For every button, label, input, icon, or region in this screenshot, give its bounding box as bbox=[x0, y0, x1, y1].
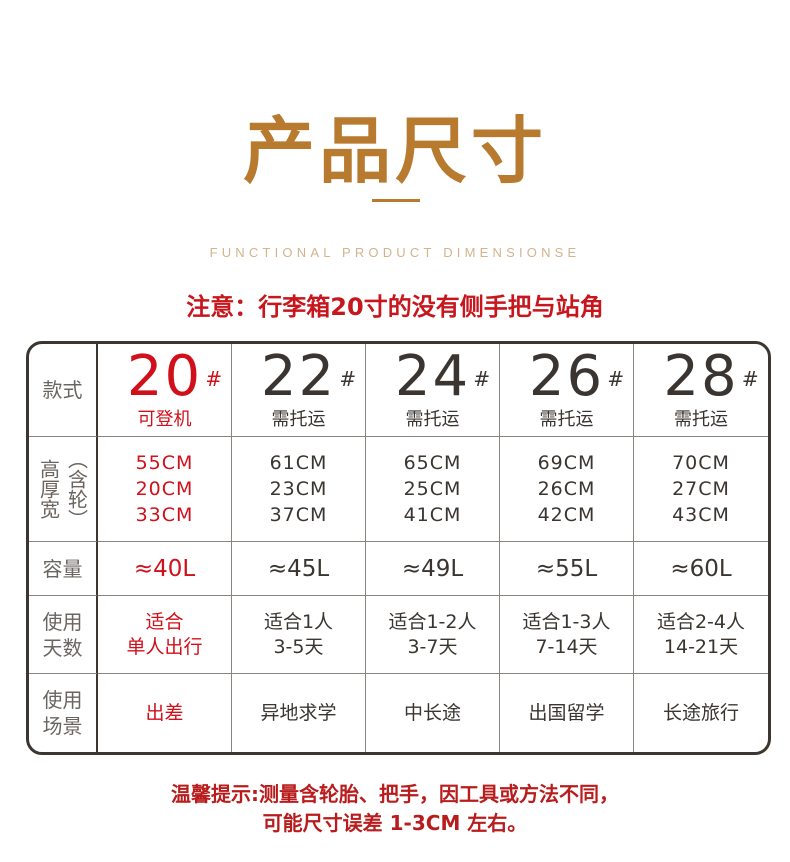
row-label: 款式 bbox=[42, 378, 83, 402]
boarding-type: 需托运 bbox=[674, 409, 728, 430]
size-mark: # bbox=[741, 367, 761, 391]
size-number: 20 bbox=[126, 344, 203, 409]
row-label: 使用 bbox=[42, 609, 83, 634]
dimension-value: 43CM bbox=[672, 504, 730, 526]
row-label-style: 款式 bbox=[29, 344, 98, 437]
days-value: 适合2-4人 bbox=[656, 610, 746, 633]
row-label: 使用 bbox=[42, 688, 83, 712]
row-label: 场景 bbox=[42, 714, 83, 738]
dimension-value: 69CM bbox=[537, 452, 596, 474]
dimension-value: 27CM bbox=[672, 478, 730, 500]
boarding-type: 需托运 bbox=[539, 409, 594, 430]
footer-line: 温馨提示:测量含轮胎、把手，因工具或方法不同， bbox=[171, 782, 619, 806]
cell-days-20: 适合 单人出行 bbox=[98, 596, 232, 674]
cell-dims-20: 55CM 20CM 33CM bbox=[98, 437, 232, 542]
days-value: 7-14天 bbox=[535, 635, 598, 658]
capacity-value: ≈40L bbox=[133, 555, 196, 582]
days-value: 适合1人 bbox=[263, 610, 334, 633]
row-label-note: （含轮） bbox=[64, 449, 89, 529]
footer-note: 温馨提示:测量含轮胎、把手，因工具或方法不同， 可能尺寸误差 1-3CM 左右。 bbox=[0, 780, 790, 838]
days-value: 单人出行 bbox=[126, 635, 203, 658]
cell-dims-28: 70CM 27CM 43CM bbox=[634, 437, 768, 542]
size-number: 28 bbox=[663, 344, 739, 409]
cell-days-24: 适合1-2人 3-7天 bbox=[366, 596, 500, 674]
cell-capacity-28: ≈60L bbox=[634, 542, 768, 596]
size-mark: # bbox=[607, 367, 627, 391]
scene-value: 长途旅行 bbox=[662, 701, 739, 724]
cell-days-28: 适合2-4人 14-21天 bbox=[634, 596, 768, 674]
cell-scene-22: 异地求学 bbox=[232, 674, 366, 752]
cell-scene-26: 出国留学 bbox=[500, 674, 634, 752]
capacity-value: ≈60L bbox=[670, 555, 732, 582]
footer-line: 可能尺寸误差 1-3CM 左右。 bbox=[262, 811, 528, 835]
capacity-value: ≈45L bbox=[267, 555, 330, 582]
size-number: 24 bbox=[394, 344, 471, 409]
cell-scene-20: 出差 bbox=[98, 674, 232, 752]
size-table: 款式 20 # 可登机 22 # 需托运 24 # 需托运 26 # 需托运 28 # 需托运 高厚宽 （含轮） 5… bbox=[26, 341, 771, 755]
cell-days-26: 适合1-3人 7-14天 bbox=[500, 596, 634, 674]
days-value: 适合 bbox=[145, 610, 184, 633]
cell-style-26: 26 # 需托运 bbox=[500, 344, 634, 437]
subtitle: FUNCTIONAL PRODUCT DIMENSIONSE bbox=[209, 245, 581, 260]
days-value: 3-7天 bbox=[407, 635, 458, 658]
cell-capacity-26: ≈55L bbox=[500, 542, 634, 596]
days-value: 适合1-2人 bbox=[388, 610, 477, 633]
dimension-value: 25CM bbox=[403, 478, 462, 500]
dimension-value: 42CM bbox=[537, 504, 596, 526]
dimension-value: 37CM bbox=[269, 504, 328, 526]
row-label: 高厚宽 bbox=[36, 459, 61, 519]
dimension-value: 55CM bbox=[135, 452, 194, 474]
dimension-value: 61CM bbox=[269, 452, 328, 474]
dimension-value: 20CM bbox=[135, 478, 194, 500]
days-value: 14-21天 bbox=[663, 635, 739, 658]
title-divider bbox=[372, 199, 420, 202]
dimension-value: 70CM bbox=[672, 452, 730, 474]
dimension-value: 26CM bbox=[537, 478, 596, 500]
size-mark: # bbox=[473, 367, 493, 391]
capacity-value: ≈49L bbox=[401, 555, 464, 582]
row-label-days: 使用 天数 bbox=[29, 596, 98, 674]
cell-style-22: 22 # 需托运 bbox=[232, 344, 366, 437]
cell-capacity-22: ≈45L bbox=[232, 542, 366, 596]
cell-scene-24: 中长途 bbox=[366, 674, 500, 752]
cell-dims-22: 61CM 23CM 37CM bbox=[232, 437, 366, 542]
scene-value: 异地求学 bbox=[260, 701, 337, 724]
cell-dims-24: 65CM 25CM 41CM bbox=[366, 437, 500, 542]
cell-style-24: 24 # 需托运 bbox=[366, 344, 500, 437]
dimension-value: 65CM bbox=[403, 452, 462, 474]
size-mark: # bbox=[339, 367, 359, 391]
scene-value: 出国留学 bbox=[528, 701, 605, 724]
size-number: 22 bbox=[260, 344, 337, 409]
days-value: 3-5天 bbox=[273, 635, 324, 658]
boarding-type: 需托运 bbox=[405, 409, 460, 430]
capacity-value: ≈55L bbox=[535, 555, 598, 582]
days-value: 适合1-3人 bbox=[522, 610, 611, 633]
dimension-value: 33CM bbox=[135, 504, 194, 526]
page-title: 产品尺寸 bbox=[242, 109, 547, 193]
cell-capacity-20: ≈40L bbox=[98, 542, 232, 596]
dimension-value: 23CM bbox=[269, 478, 328, 500]
cell-days-22: 适合1人 3-5天 bbox=[232, 596, 366, 674]
boarding-type: 可登机 bbox=[137, 409, 192, 430]
scene-value: 中长途 bbox=[403, 701, 461, 724]
size-mark: # bbox=[205, 367, 225, 391]
row-label-scene: 使用 场景 bbox=[29, 674, 98, 752]
notice: 注意：行李箱20寸的没有侧手把与站角 bbox=[186, 293, 604, 321]
cell-capacity-24: ≈49L bbox=[366, 542, 500, 596]
cell-style-20: 20 # 可登机 bbox=[98, 344, 232, 437]
row-label: 天数 bbox=[42, 635, 83, 660]
boarding-type: 需托运 bbox=[271, 409, 326, 430]
row-label-capacity: 容量 bbox=[29, 542, 98, 596]
cell-style-28: 28 # 需托运 bbox=[634, 344, 768, 437]
scene-value: 出差 bbox=[145, 701, 184, 724]
row-label: 容量 bbox=[42, 556, 83, 581]
cell-scene-28: 长途旅行 bbox=[634, 674, 768, 752]
row-label-dims: 高厚宽 （含轮） bbox=[29, 437, 98, 542]
dimension-value: 41CM bbox=[403, 504, 462, 526]
size-number: 26 bbox=[528, 344, 605, 409]
cell-dims-26: 69CM 26CM 42CM bbox=[500, 437, 634, 542]
